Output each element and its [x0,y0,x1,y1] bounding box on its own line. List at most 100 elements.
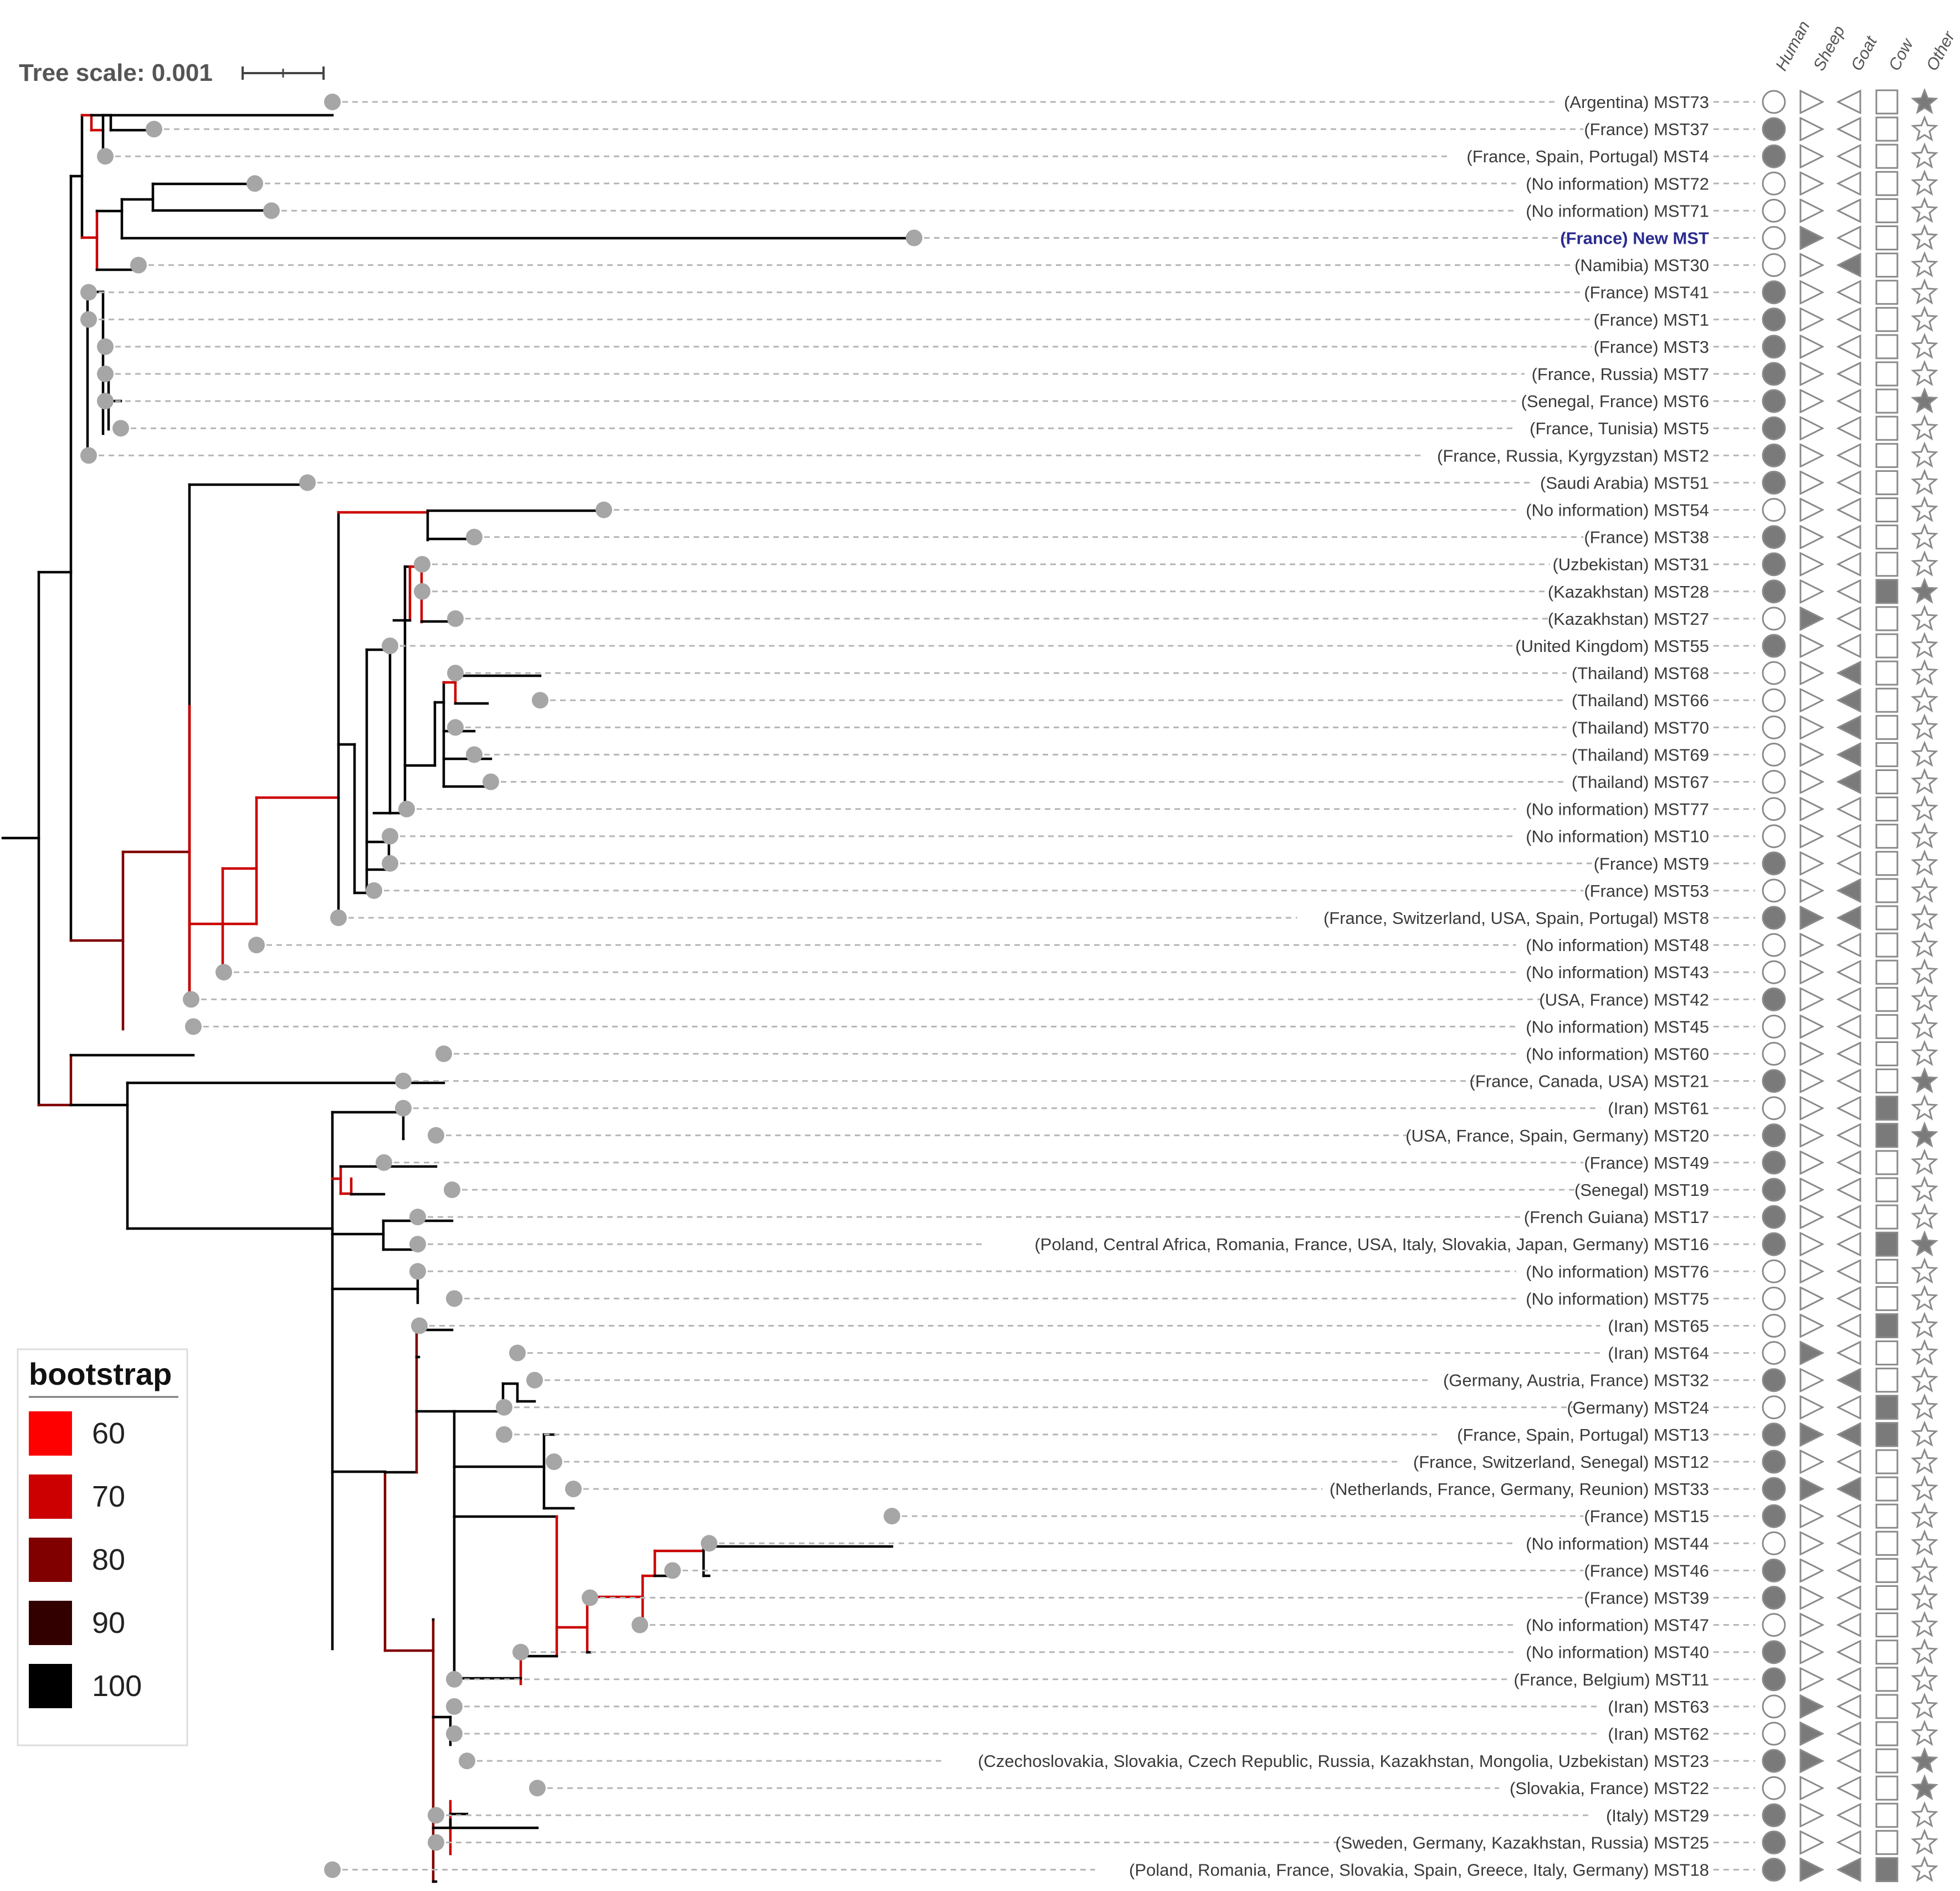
trait-human-marker [1762,144,1786,168]
leaf-node [185,1018,202,1035]
trait-other-marker [1911,496,1938,522]
trait-goat-marker [1836,1612,1861,1638]
leaf-guide-lines [89,101,1755,1871]
trait-human-marker [1762,470,1786,495]
trait-human-marker [1762,1722,1786,1746]
trait-cow-marker [1875,1802,1899,1828]
trait-goat-marker [1836,579,1861,604]
trait-other-marker [1911,441,1938,468]
trait-cow-marker [1875,253,1899,278]
trait-sheep-marker [1799,143,1825,169]
leaf-node [409,1263,426,1280]
trait-goat-marker [1836,143,1861,169]
leaf-node [446,1671,463,1688]
column-header-human: Human [1772,18,1814,74]
trait-human-marker [1762,416,1786,440]
leaf-node [447,665,464,682]
trait-cow-marker [1875,1530,1899,1556]
trait-human-marker [1762,1395,1786,1420]
trait-other-marker [1911,1774,1938,1801]
trait-other-marker [1911,332,1938,359]
trait-human-marker [1762,525,1786,549]
trait-goat-marker [1836,470,1861,495]
trait-human-marker [1762,171,1786,196]
leaf-node [526,1371,543,1389]
leaf-node [330,909,347,926]
trait-sheep-marker [1799,1123,1825,1148]
trait-human-marker [1762,1178,1786,1202]
leaf-node [398,800,415,818]
trait-cow-marker [1875,1585,1899,1610]
trait-cow-marker [1875,1721,1899,1746]
trait-goat-marker [1836,1422,1861,1447]
trait-human-marker [1762,90,1786,114]
leaf-label: (Poland, Central Africa, Romania, France… [1034,1235,1709,1254]
trait-sheep-marker [1799,932,1825,958]
leaf-label: (Kazakhstan) MST27 [1548,609,1709,629]
leaf-label: (Thailand) MST70 [1572,718,1709,737]
trait-goat-marker [1836,769,1861,794]
trait-goat-marker [1836,1014,1861,1039]
trait-human-marker [1762,1422,1786,1447]
leaf-label: (No information) MST45 [1526,1017,1709,1036]
trait-cow-marker [1875,606,1899,631]
trait-human-marker [1762,1830,1786,1854]
trait-cow-marker [1875,1449,1899,1474]
leaf-node [509,1344,526,1361]
trait-sheep-marker [1799,1449,1825,1474]
trait-other-marker [1911,1284,1938,1311]
leaf-node [414,556,430,573]
trait-goat-marker [1836,361,1861,387]
trait-cow-marker [1875,1123,1899,1148]
trait-goat-marker [1836,1068,1861,1094]
leaf-node [446,1725,463,1742]
trait-cow-marker [1875,1313,1899,1338]
trait-sheep-marker [1799,606,1825,631]
leaf-label: (France) MST49 [1584,1153,1709,1173]
trait-sheep-marker [1799,198,1825,223]
trait-human-marker [1762,1531,1786,1555]
trait-cow-marker [1875,1558,1899,1583]
trait-cow-marker [1875,687,1899,713]
legend-label: 100 [92,1669,142,1703]
leaf-node [466,528,483,546]
trait-other-marker [1911,1529,1938,1556]
legend-swatch [29,1664,72,1708]
trait-other-marker [1911,414,1938,441]
leaf-node [299,474,316,491]
trait-goat-marker [1836,905,1861,931]
leaf-label: (USA, France) MST42 [1539,990,1709,1009]
trait-other-marker [1911,1719,1938,1746]
leaf-node [97,148,114,165]
trait-sheep-marker [1799,1068,1825,1094]
trait-human-marker [1762,1096,1786,1121]
leaf-node [496,1399,512,1416]
trait-cow-marker [1875,986,1899,1012]
trait-other-marker [1911,1230,1938,1257]
trait-human-marker [1762,1776,1786,1800]
trait-sheep-marker [1799,388,1825,414]
trait-human-marker [1762,1314,1786,1338]
leaf-node [395,1099,412,1117]
leaf-label: (Senegal, France) MST6 [1521,392,1709,411]
trait-sheep-marker [1799,1150,1825,1175]
leaf-node [428,1834,444,1851]
leaf-label: (France, Belgium) MST11 [1513,1670,1709,1689]
trait-sheep-marker [1799,579,1825,604]
trait-sheep-marker [1799,334,1825,359]
trait-cow-marker [1875,1286,1899,1311]
trait-goat-marker [1836,443,1861,468]
leaf-node [664,1562,681,1579]
trait-goat-marker [1836,116,1861,142]
trait-cow-marker [1875,1204,1899,1230]
trait-goat-marker [1836,1694,1861,1719]
trait-goat-marker [1836,1476,1861,1502]
trait-cow-marker [1875,579,1899,604]
trait-cow-marker [1875,715,1899,740]
trait-other-marker [1911,1474,1938,1502]
trait-sheep-marker [1799,1721,1825,1746]
leaf-label: (No information) MST10 [1526,827,1709,846]
trait-cow-marker [1875,1667,1899,1692]
leaf-node [146,121,162,138]
